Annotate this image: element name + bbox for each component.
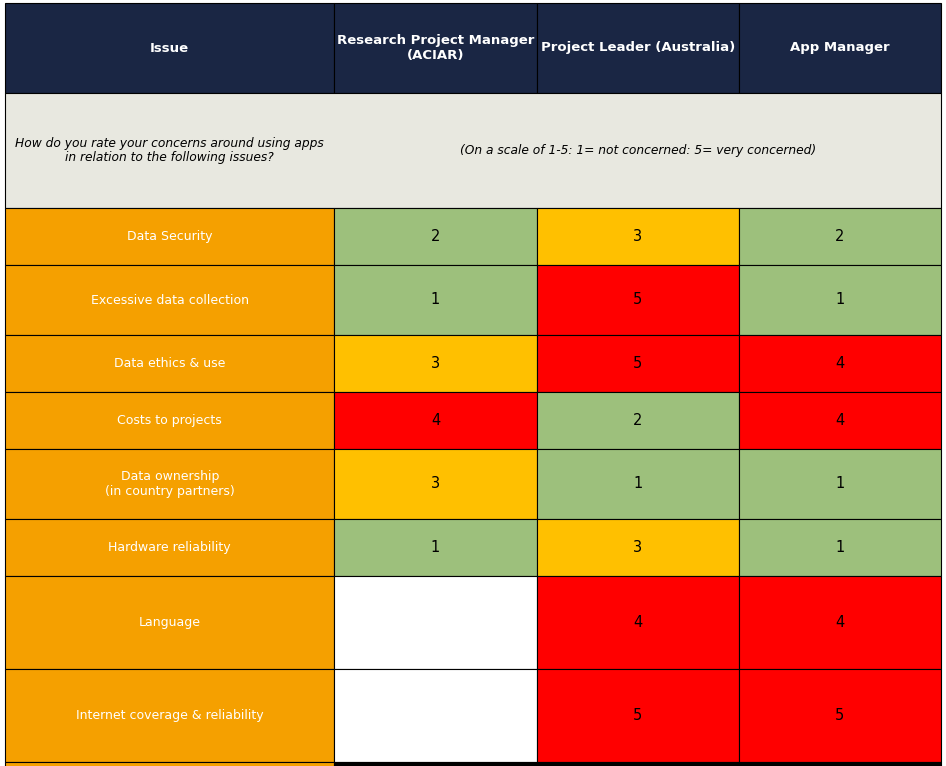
Text: 3: 3 (431, 356, 440, 371)
Bar (536, 3, 739, 93)
Bar (536, 762, 739, 766)
Text: 1: 1 (835, 293, 845, 307)
Bar (335, 519, 536, 576)
Text: 4: 4 (633, 615, 642, 630)
Bar (536, 265, 739, 335)
Text: 4: 4 (431, 413, 440, 428)
Bar (536, 519, 739, 576)
Bar (335, 208, 536, 265)
Bar (5, 208, 335, 265)
Bar (739, 762, 941, 766)
Text: 4: 4 (835, 615, 845, 630)
Bar (5, 265, 335, 335)
Bar (335, 265, 536, 335)
Text: App Manager: App Manager (790, 41, 890, 54)
Bar (5, 93, 941, 208)
Text: Issue: Issue (150, 41, 189, 54)
Bar (335, 762, 536, 766)
Bar (335, 576, 536, 669)
Text: 5: 5 (835, 708, 845, 723)
Bar (5, 576, 335, 669)
Text: Project Leader (Australia): Project Leader (Australia) (540, 41, 735, 54)
Bar (739, 576, 941, 669)
Bar (536, 208, 739, 265)
Bar (739, 265, 941, 335)
Text: Costs to projects: Costs to projects (117, 414, 222, 427)
Text: 1: 1 (835, 476, 845, 492)
Bar (739, 3, 941, 93)
Text: 5: 5 (633, 293, 642, 307)
Text: 1: 1 (835, 540, 845, 555)
Bar (335, 392, 536, 449)
Text: 4: 4 (835, 413, 845, 428)
Text: 5: 5 (633, 708, 642, 723)
Text: 1: 1 (431, 540, 440, 555)
Bar (5, 335, 335, 392)
Text: 2: 2 (835, 229, 845, 244)
Bar (536, 449, 739, 519)
Bar (739, 208, 941, 265)
Text: How do you rate your concerns around using apps
in relation to the following iss: How do you rate your concerns around usi… (15, 136, 324, 165)
Bar (536, 669, 739, 762)
Bar (5, 669, 335, 762)
Text: Internet coverage & reliability: Internet coverage & reliability (76, 709, 264, 722)
Bar (5, 762, 335, 766)
Bar (536, 335, 739, 392)
Bar (739, 392, 941, 449)
Text: 1: 1 (431, 293, 440, 307)
Text: 3: 3 (431, 476, 440, 492)
Text: 2: 2 (633, 413, 642, 428)
Bar (335, 669, 536, 762)
Bar (739, 519, 941, 576)
Bar (5, 449, 335, 519)
Text: Excessive data collection: Excessive data collection (91, 293, 249, 306)
Text: Data Security: Data Security (127, 230, 213, 243)
Text: 4: 4 (835, 356, 845, 371)
Text: Research Project Manager
(ACIAR): Research Project Manager (ACIAR) (337, 34, 534, 62)
Bar (739, 669, 941, 762)
Text: 2: 2 (430, 229, 440, 244)
Text: Data ethics & use: Data ethics & use (114, 357, 225, 370)
Bar (739, 449, 941, 519)
Text: (On a scale of 1-5: 1= not concerned: 5= very concerned): (On a scale of 1-5: 1= not concerned: 5=… (460, 144, 815, 157)
Bar (5, 392, 335, 449)
Bar (536, 576, 739, 669)
Text: Language: Language (139, 616, 201, 629)
Text: 3: 3 (633, 540, 642, 555)
Bar (335, 449, 536, 519)
Text: Data ownership
(in country partners): Data ownership (in country partners) (105, 470, 235, 498)
Bar (739, 335, 941, 392)
Text: 5: 5 (633, 356, 642, 371)
Bar (5, 3, 335, 93)
Bar (335, 3, 536, 93)
Bar (536, 392, 739, 449)
Text: Hardware reliability: Hardware reliability (109, 541, 231, 554)
Bar (5, 519, 335, 576)
Text: 3: 3 (633, 229, 642, 244)
Text: 1: 1 (633, 476, 642, 492)
Bar (335, 335, 536, 392)
